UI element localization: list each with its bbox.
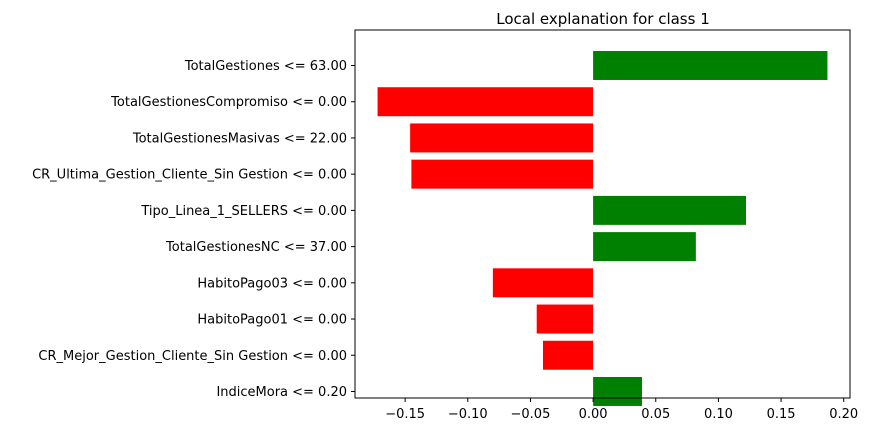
bar-1 [377,87,594,117]
x-tick-label-1: −0.10 [448,407,488,422]
bar-9 [593,376,642,406]
y-tick-label-4: Tipo_Linea_1_SELLERS <= 0.00 [140,204,347,219]
x-tick-label-5: 0.10 [704,407,733,422]
chart-title: Local explanation for class 1 [496,10,710,28]
y-tick-label-6: HabitoPago03 <= 0.00 [197,276,347,291]
bar-7 [536,304,594,334]
bar-6 [492,268,594,298]
x-tick-label-2: −0.05 [511,407,551,422]
x-tick-label-0: −0.15 [385,407,425,422]
bar-0 [593,51,828,80]
y-tick-label-9: IndiceMora <= 0.20 [216,385,347,400]
x-tick-label-7: 0.20 [829,407,858,422]
bar-5 [593,232,696,262]
y-tick-label-0: TotalGestiones <= 63.00 [184,59,347,74]
x-tick-label-6: 0.15 [767,407,796,422]
bar-2 [410,123,594,153]
y-tick-label-2: TotalGestionesMasivas <= 22.00 [132,131,347,146]
x-tick-label-4: 0.05 [641,407,670,422]
y-tick-label-8: CR_Mejor_Gestion_Cliente_Sin Gestion <= … [38,349,347,364]
y-tick-label-1: TotalGestionesCompromiso <= 0.00 [110,95,347,110]
plot-frame [354,29,851,399]
y-tick-label-5: TotalGestionesNC <= 37.00 [165,240,347,255]
y-axis-ticks: TotalGestiones <= 63.00 TotalGestionesCom… [32,59,355,400]
bars [377,51,828,406]
x-tick-label-3: 0.00 [579,407,608,422]
y-tick-label-3: CR_Ultima_Gestion_Cliente_Sin Gestion <=… [32,168,347,183]
y-tick-label-7: HabitoPago01 <= 0.00 [197,313,347,328]
x-axis-ticks: −0.15 −0.10 −0.05 0.00 0.05 0.10 0.15 0.20 [385,398,858,422]
bar-4 [593,195,746,225]
bar-3 [411,159,594,189]
bar-8 [542,340,594,370]
